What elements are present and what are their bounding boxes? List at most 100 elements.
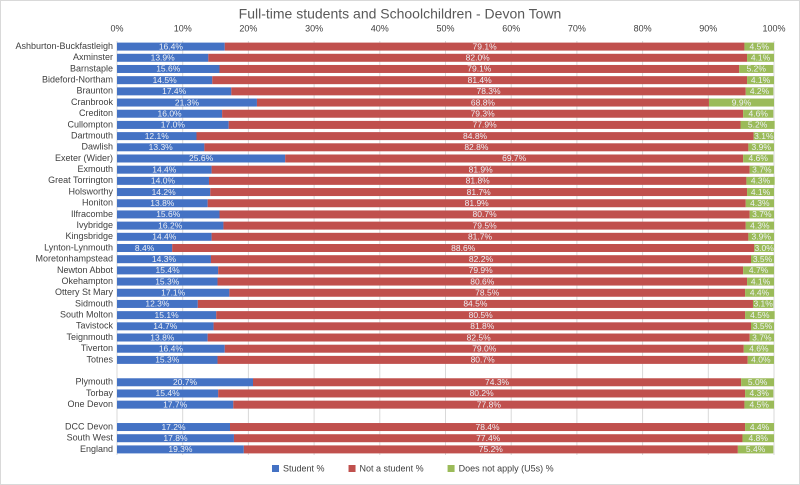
- bar-segment: [228, 120, 741, 129]
- bar-segment: [117, 244, 173, 252]
- bar-segment: [117, 344, 225, 353]
- bar-segment: [231, 87, 746, 96]
- bar-segment: [117, 221, 224, 230]
- data-label: 78.4%: [475, 422, 500, 432]
- bar-segment: [742, 434, 774, 443]
- y-tick-label: South Molton: [60, 310, 113, 320]
- bar-segment: [745, 221, 774, 230]
- bar-segment: [739, 64, 774, 73]
- data-label: 80.7%: [471, 355, 496, 365]
- data-label: 13.8%: [150, 198, 175, 208]
- bar-segment: [217, 277, 748, 286]
- x-tick-label: 30%: [305, 23, 323, 33]
- bar-segment: [219, 210, 750, 219]
- data-label: 79.9%: [469, 265, 494, 275]
- data-label: 3.7%: [752, 209, 772, 219]
- y-tick-label: Dartmouth: [71, 130, 113, 140]
- bar-segment: [117, 109, 223, 118]
- bar-segment: [233, 434, 743, 443]
- bar-segment: [752, 299, 774, 308]
- data-label: 4.4%: [750, 288, 770, 298]
- bar-segment: [211, 165, 750, 174]
- bar-segment: [172, 244, 755, 252]
- data-label: 81.8%: [470, 321, 495, 331]
- bar-segment: [117, 232, 212, 241]
- legend-label: Student %: [283, 463, 325, 473]
- data-label: 15.4%: [156, 388, 181, 398]
- data-label: 3.1%: [754, 131, 774, 141]
- y-tick-label: Totnes: [86, 354, 113, 364]
- bar-segment: [745, 288, 774, 297]
- bar-segment: [117, 76, 213, 85]
- bar-segment: [708, 98, 774, 107]
- data-label: 77.9%: [473, 120, 498, 130]
- bar-segment: [740, 120, 775, 129]
- bar-segment: [243, 445, 738, 454]
- y-tick-label: England: [80, 444, 113, 454]
- data-label: 81.9%: [465, 198, 490, 208]
- bar-segment: [117, 355, 218, 364]
- bar-segment: [224, 344, 744, 353]
- data-label: 16.0%: [158, 108, 183, 118]
- y-tick-label: Ashburton-Buckfastleigh: [15, 41, 113, 51]
- data-label: 15.4%: [156, 265, 181, 275]
- data-label: 4.4%: [750, 422, 770, 432]
- data-label: 77.8%: [477, 399, 502, 409]
- y-tick-label: Axminster: [73, 52, 113, 62]
- bar-segment: [117, 255, 211, 264]
- data-label: 13.3%: [149, 142, 174, 152]
- y-tick-label: Exmouth: [77, 164, 113, 174]
- y-tick-label: Honiton: [82, 198, 113, 208]
- data-label: 14.2%: [152, 187, 177, 197]
- bar-segment: [117, 277, 218, 286]
- y-tick-label: Barnstaple: [70, 63, 113, 73]
- bar-segment: [117, 266, 219, 275]
- data-label: 81.9%: [469, 164, 494, 174]
- bar-segment: [256, 98, 709, 107]
- data-label: 84.5%: [463, 299, 488, 309]
- y-tick-label: Exeter (Wider): [55, 153, 113, 163]
- x-tick-label: 60%: [502, 23, 520, 33]
- y-tick-label: Crediton: [79, 108, 113, 118]
- x-tick-label: 10%: [174, 23, 192, 33]
- bar-segment: [212, 76, 748, 85]
- data-label: 4.6%: [749, 153, 769, 163]
- bar-segment: [117, 199, 208, 208]
- data-label: 81.8%: [466, 176, 491, 186]
- data-label: 25.6%: [189, 153, 214, 163]
- bar-segment: [117, 154, 286, 163]
- bar-segment: [749, 165, 774, 174]
- data-label: 81.7%: [467, 187, 492, 197]
- data-label: 84.8%: [463, 131, 488, 141]
- data-label: 14.5%: [153, 75, 178, 85]
- data-label: 16.2%: [158, 220, 183, 230]
- bar-segment: [117, 143, 205, 152]
- bar-segment: [219, 64, 740, 73]
- y-tick-label: Newton Abbot: [57, 265, 114, 275]
- x-tick-label: 80%: [634, 23, 652, 33]
- data-label: 4.5%: [750, 310, 770, 320]
- data-label: 13.9%: [151, 53, 176, 63]
- bar-segment: [217, 355, 748, 364]
- bar-segment: [117, 445, 244, 454]
- data-label: 4.3%: [750, 220, 770, 230]
- bar-segment: [747, 188, 774, 197]
- data-label: 15.6%: [156, 64, 181, 74]
- bar-segment: [741, 378, 774, 387]
- bar-segment: [747, 277, 774, 286]
- data-label: 4.3%: [750, 198, 770, 208]
- bar-segment: [117, 434, 234, 443]
- data-label: 82.8%: [464, 142, 489, 152]
- y-tick-label: Tavistock: [76, 321, 114, 331]
- bar-segment: [747, 355, 774, 364]
- y-tick-label: Great Torrington: [48, 175, 113, 185]
- bar-segment: [751, 255, 774, 264]
- data-label: 81.7%: [468, 232, 493, 242]
- data-label: 4.5%: [750, 399, 770, 409]
- data-label: 17.0%: [161, 120, 186, 130]
- bar-segment: [117, 188, 211, 197]
- x-tick-label: 0%: [110, 23, 123, 33]
- bar-segment: [749, 210, 774, 219]
- bar-segment: [117, 98, 257, 107]
